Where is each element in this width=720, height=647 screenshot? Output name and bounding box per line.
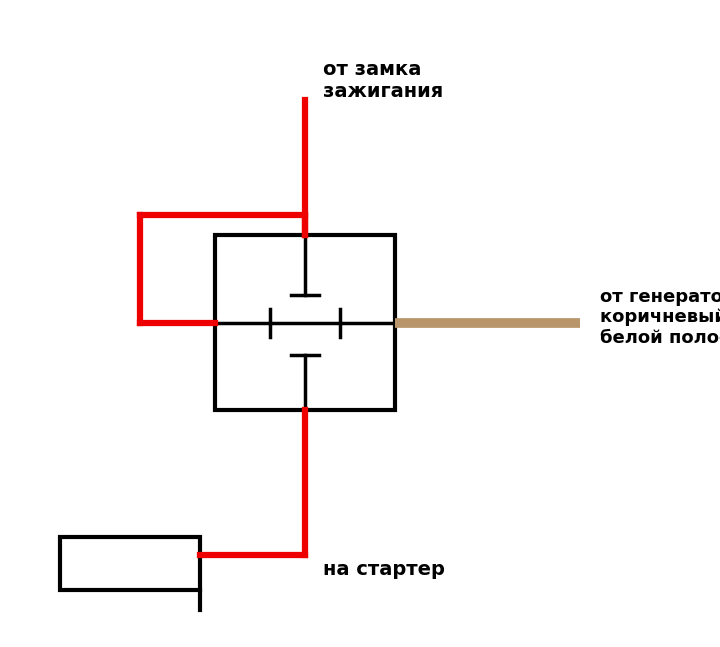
Text: на стартер: на стартер [323, 560, 445, 579]
Text: от замка
зажигания: от замка зажигания [323, 60, 444, 101]
Text: от генератора
коричневый с
белой полосой: от генератора коричневый с белой полосой [600, 287, 720, 347]
Bar [60, 537, 200, 590]
Bar [215, 235, 395, 410]
